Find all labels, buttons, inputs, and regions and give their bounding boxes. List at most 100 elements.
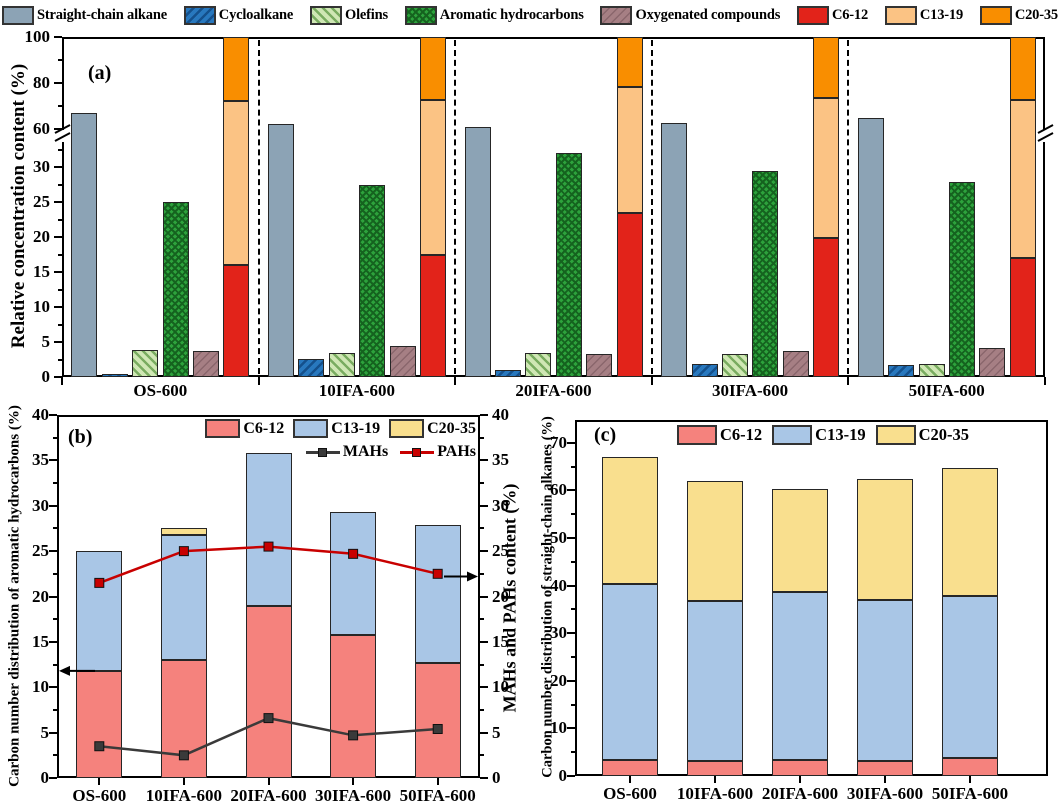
panel-b-right-y-tick bbox=[480, 595, 488, 598]
panel-a-y-minor-tick bbox=[58, 218, 62, 221]
bar-a-OS-600-oxy bbox=[192, 351, 219, 377]
bar-a-30IFA-600-aromatic bbox=[752, 171, 779, 377]
panel-b-x-category-label: 20IFA-600 bbox=[230, 786, 307, 805]
panel-b-left-y-tick-label: 20 bbox=[32, 586, 49, 606]
panel-a-y-minor-tick bbox=[58, 253, 62, 256]
bar-b-OS-600-C13-19 bbox=[76, 551, 123, 671]
panel-a-y-minor-tick bbox=[58, 58, 62, 61]
panel-b-right-y-tick-label: 20 bbox=[492, 586, 509, 606]
bar-c-30IFA-600-C13-19 bbox=[857, 599, 913, 761]
marker-MAHs bbox=[94, 741, 105, 752]
legend-swatch bbox=[205, 419, 241, 438]
panel-b-right-y-minor-tick bbox=[480, 436, 484, 439]
panel-a-y-tick bbox=[54, 166, 62, 168]
panel-b-right-y-tick-label: 25 bbox=[492, 541, 509, 561]
panel-b-right-y-tick bbox=[480, 777, 488, 779]
bar-a-50IFA-600-stack-C20-35 bbox=[1009, 37, 1036, 101]
panel-c-y-tick-label: 20 bbox=[550, 670, 567, 690]
legend-line-swatch bbox=[305, 447, 340, 457]
panel-a-y-tick bbox=[54, 127, 62, 130]
bar-a-30IFA-600-oxy bbox=[782, 351, 809, 377]
panel-c-y-minor-tick bbox=[571, 560, 575, 563]
panel-b-left-y-tick bbox=[49, 731, 57, 734]
bar-a-50IFA-600-olefin bbox=[918, 364, 945, 377]
bar-a-20IFA-600-aromatic bbox=[555, 153, 582, 377]
bar-a-OS-600-stack-C20-35 bbox=[223, 37, 250, 102]
panel-b-x-tick bbox=[352, 778, 355, 785]
legend-label: C6-12 bbox=[720, 425, 763, 444]
panel-c-y-tick-label: 60 bbox=[550, 480, 567, 500]
bar-a-30IFA-600-stack-C20-35 bbox=[813, 37, 840, 98]
panel-b-x-category-label: 30IFA-600 bbox=[315, 786, 392, 805]
panel-c-y-tick-label: 0 bbox=[558, 766, 568, 785]
marker-MAHs bbox=[178, 750, 189, 761]
panel-b-right-y-tick bbox=[480, 686, 488, 689]
legend-label: Olefins bbox=[344, 7, 388, 23]
legend-swatch bbox=[796, 6, 829, 25]
bar-c-10IFA-600-C13-19 bbox=[687, 600, 743, 761]
panel-b-left-y-tick-label: 30 bbox=[32, 495, 49, 515]
panel-b-left-y-tick bbox=[49, 504, 57, 507]
panel-b-left-y-tick-label: 10 bbox=[32, 677, 49, 697]
panel-b-left-y-tick-label: 40 bbox=[32, 405, 49, 424]
panel-b-right-y-tick bbox=[480, 550, 488, 553]
legend-label: PAHs bbox=[437, 443, 476, 460]
panel-a-x-category-label: OS-600 bbox=[133, 381, 188, 400]
bar-a-50IFA-600-stack-C13-19 bbox=[1009, 132, 1036, 258]
panel-a-y-tick-label: 10 bbox=[33, 297, 50, 316]
panel-c-y-tick bbox=[567, 679, 575, 682]
legend-swatch bbox=[2, 6, 34, 25]
panel-b-left-y-tick bbox=[49, 640, 57, 643]
bar-a-10IFA-600-straight bbox=[267, 132, 294, 377]
legend-label: C13-19 bbox=[919, 7, 963, 23]
marker-PAHs bbox=[178, 546, 189, 557]
panel-b-right-y-tick bbox=[480, 504, 488, 507]
panel-b-left-y-tick-label: 15 bbox=[32, 631, 49, 651]
panel-b-left-y-minor-tick bbox=[53, 708, 57, 711]
panel-c-y-tick bbox=[567, 537, 575, 540]
panel-c-x-category-label: OS-600 bbox=[603, 784, 657, 803]
legend-label: Oxygenated compounds bbox=[635, 7, 781, 23]
panel-b-left-y-minor-tick bbox=[53, 618, 57, 621]
panel-b-x-category-label: 50IFA-600 bbox=[399, 786, 476, 805]
right-axis-arrowhead bbox=[467, 571, 478, 582]
panel-a-y-tick bbox=[54, 376, 62, 378]
panel-b-legend-item-MAHs: MAHs bbox=[305, 443, 388, 461]
bar-c-20IFA-600-C6-12 bbox=[772, 759, 828, 776]
panel-b-left-y-tick bbox=[49, 595, 57, 598]
bar-a-20IFA-600-olefin bbox=[525, 353, 552, 377]
panel-b-right-y-tick bbox=[480, 731, 488, 734]
panel-a-x-category-label: 20IFA-600 bbox=[515, 381, 592, 400]
bar-c-20IFA-600-C20-35 bbox=[772, 488, 828, 593]
bar-a-30IFA-600-cyclo bbox=[691, 364, 718, 377]
bar-c-50IFA-600-C13-19 bbox=[942, 596, 998, 759]
panel-b-legend-item-PAHs: PAHs bbox=[400, 443, 476, 461]
bar-a-10IFA-600-stack-C6-12 bbox=[419, 255, 446, 377]
panel-b-left-y-tick-label: 5 bbox=[40, 722, 50, 742]
panel-c-y-tick bbox=[567, 632, 575, 635]
bar-b-50IFA-600-C6-12 bbox=[414, 662, 461, 778]
legend-item-olefins: Olefins bbox=[309, 6, 388, 25]
bar-a-50IFA-600-cyclo bbox=[888, 365, 915, 377]
line-PAHs bbox=[98, 545, 438, 585]
panel-a-y-minor-tick bbox=[58, 323, 62, 326]
bar-a-50IFA-600-oxy bbox=[979, 347, 1006, 377]
panel-c-legend-item-C6-12: C6-12 bbox=[677, 425, 762, 445]
marker-MAHs bbox=[263, 713, 274, 724]
panel-c-y-tick-label: 30 bbox=[550, 623, 567, 643]
panel-b-legend-row-2: MAHs PAHs bbox=[294, 443, 476, 461]
panel-c-y-tick bbox=[567, 489, 575, 492]
marker-PAHs bbox=[348, 548, 359, 559]
panel-b-right-y-tick-label: 15 bbox=[492, 631, 509, 651]
legend-item-oxygenated-compounds: Oxygenated compounds bbox=[600, 6, 780, 25]
bar-a-30IFA-600-stack-C13-19 bbox=[813, 132, 840, 239]
panel-a-y-minor-tick bbox=[58, 288, 62, 291]
bar-b-10IFA-600-C20-35 bbox=[160, 528, 207, 535]
legend-swatch bbox=[884, 6, 917, 25]
marker-MAHs bbox=[432, 723, 443, 734]
panel-a-group-separator bbox=[257, 40, 260, 374]
panel-b-x-category-label: OS-600 bbox=[72, 786, 127, 805]
bar-c-OS-600-C6-12 bbox=[602, 759, 658, 776]
legend-swatch bbox=[389, 419, 425, 438]
legend-item-cycloalkane: Cycloalkane bbox=[183, 6, 293, 25]
